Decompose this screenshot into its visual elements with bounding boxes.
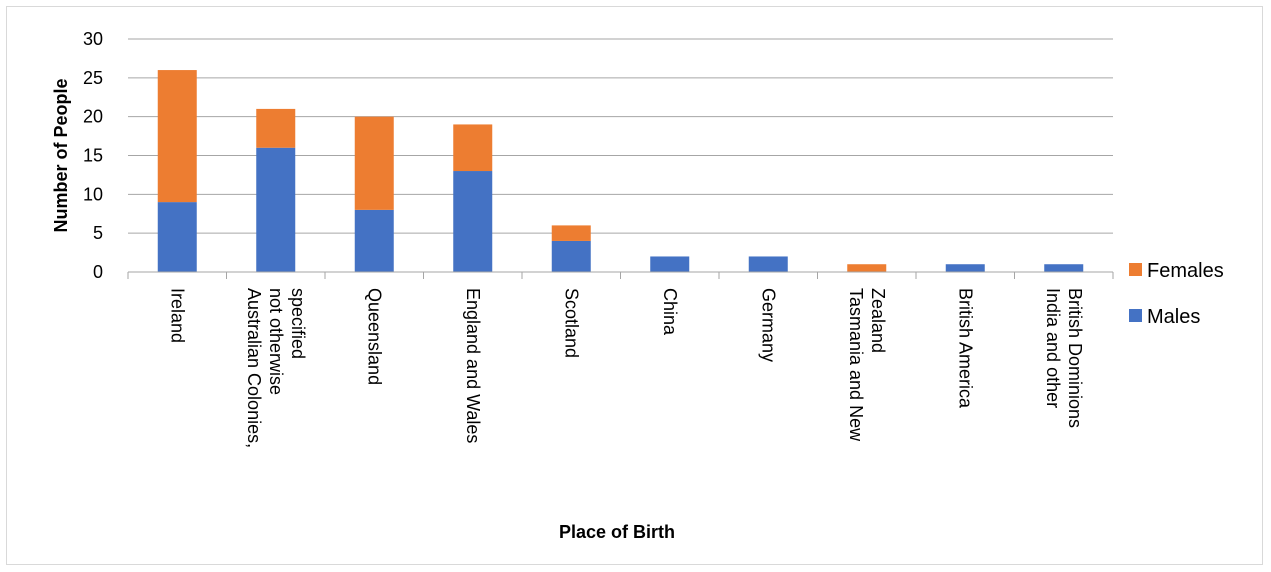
legend: Females Males — [1129, 260, 1224, 328]
y-tick-label: 25 — [83, 68, 103, 88]
bar-females-4 — [551, 225, 591, 241]
bar-males-8 — [945, 264, 985, 272]
legend-swatch-females — [1129, 263, 1142, 276]
x-tick-label: Ireland — [167, 288, 187, 343]
x-tick-label-line: Scotland — [561, 288, 581, 358]
bar-males-1 — [256, 147, 296, 272]
y-tick-label: 5 — [93, 223, 103, 243]
y-tick-label: 15 — [83, 146, 103, 166]
x-tick-label-line: not otherwise — [266, 288, 286, 395]
x-tick-label-line: China — [660, 288, 680, 336]
x-tick-label-line: Zealand — [868, 288, 888, 353]
x-tick-label-line: India and other — [1043, 288, 1063, 408]
bar-females-3 — [453, 124, 493, 172]
bar-females-7 — [847, 264, 887, 272]
y-tick-labels: 0 5 10 15 20 25 30 — [83, 29, 103, 282]
bars — [157, 70, 1084, 272]
x-tick-labels: Ireland Australian Colonies, not otherwise… — [167, 288, 1085, 448]
x-tick-label-line: Tasmania and New — [846, 288, 866, 442]
x-tick-label-line: Australian Colonies, — [244, 288, 264, 448]
x-tick-label-line: Queensland — [364, 288, 384, 385]
bar-females-0 — [157, 70, 197, 203]
x-tick-label: British America — [955, 288, 975, 409]
chart-frame — [6, 6, 1263, 565]
bar-males-4 — [551, 240, 591, 272]
legend-swatch-males — [1129, 309, 1142, 322]
y-tick-label: 20 — [83, 107, 103, 127]
x-tick-label: Queensland — [364, 288, 384, 385]
bar-males-6 — [748, 256, 788, 272]
x-tick-label-line: British America — [955, 288, 975, 409]
x-tick-label-line: England and Wales — [463, 288, 483, 443]
x-axis-title: Place of Birth — [559, 522, 675, 542]
x-tick-label-line: specified — [288, 288, 308, 359]
y-tick-label: 0 — [93, 262, 103, 282]
y-tick-label: 30 — [83, 29, 103, 49]
bar-males-3 — [453, 171, 493, 272]
x-tick-label: Australian Colonies, not otherwise specifi… — [244, 288, 308, 448]
bar-males-2 — [354, 209, 394, 272]
bar-males-5 — [650, 256, 690, 272]
x-tick-label-line: Germany — [758, 288, 778, 362]
x-tick-label: Scotland — [561, 288, 581, 358]
x-tick-label-line: British Dominions — [1065, 288, 1085, 428]
legend-label-females: Females — [1147, 260, 1224, 282]
bar-males-0 — [157, 202, 197, 272]
x-tick-label: China — [660, 288, 680, 336]
axes — [127, 271, 1114, 279]
x-tick-label-line: Ireland — [167, 288, 187, 343]
x-tick-label: England and Wales — [463, 288, 483, 443]
x-tick-label: India and other British Dominions — [1043, 288, 1085, 428]
x-tick-label: Germany — [758, 288, 778, 362]
y-axis-title: Number of People — [51, 78, 71, 232]
legend-label-males: Males — [1147, 306, 1200, 328]
bar-females-2 — [354, 116, 394, 210]
bar-females-1 — [256, 108, 296, 148]
bar-males-9 — [1044, 264, 1084, 272]
x-tick-label: Tasmania and New Zealand — [846, 288, 888, 442]
y-tick-label: 10 — [83, 184, 103, 204]
